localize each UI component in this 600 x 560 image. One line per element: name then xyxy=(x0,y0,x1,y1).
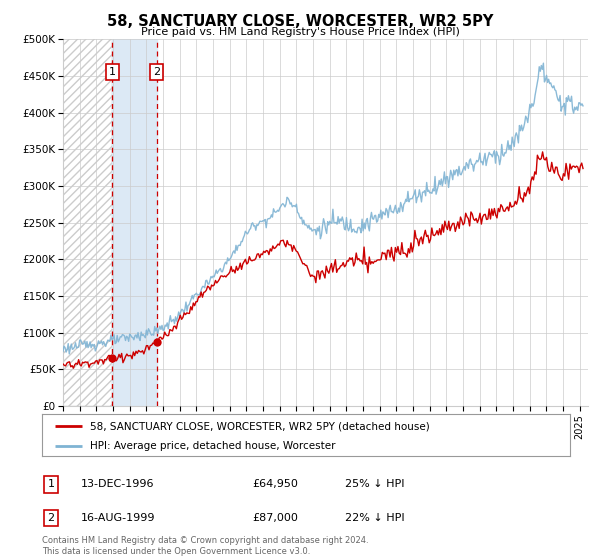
Text: 2: 2 xyxy=(153,67,160,77)
Text: Contains HM Land Registry data © Crown copyright and database right 2024.
This d: Contains HM Land Registry data © Crown c… xyxy=(42,536,368,556)
Text: £87,000: £87,000 xyxy=(252,513,298,523)
Text: 2: 2 xyxy=(47,513,55,523)
Text: Price paid vs. HM Land Registry's House Price Index (HPI): Price paid vs. HM Land Registry's House … xyxy=(140,27,460,37)
Text: 25% ↓ HPI: 25% ↓ HPI xyxy=(345,479,404,489)
Text: HPI: Average price, detached house, Worcester: HPI: Average price, detached house, Worc… xyxy=(89,441,335,451)
Bar xyxy=(112,39,157,406)
Text: 58, SANCTUARY CLOSE, WORCESTER, WR2 5PY: 58, SANCTUARY CLOSE, WORCESTER, WR2 5PY xyxy=(107,14,493,29)
Text: 58, SANCTUARY CLOSE, WORCESTER, WR2 5PY (detached house): 58, SANCTUARY CLOSE, WORCESTER, WR2 5PY … xyxy=(89,421,429,431)
Text: £64,950: £64,950 xyxy=(252,479,298,489)
Text: 16-AUG-1999: 16-AUG-1999 xyxy=(81,513,155,523)
Text: 1: 1 xyxy=(109,67,116,77)
Text: 13-DEC-1996: 13-DEC-1996 xyxy=(81,479,155,489)
Text: 22% ↓ HPI: 22% ↓ HPI xyxy=(345,513,404,523)
Text: 1: 1 xyxy=(47,479,55,489)
